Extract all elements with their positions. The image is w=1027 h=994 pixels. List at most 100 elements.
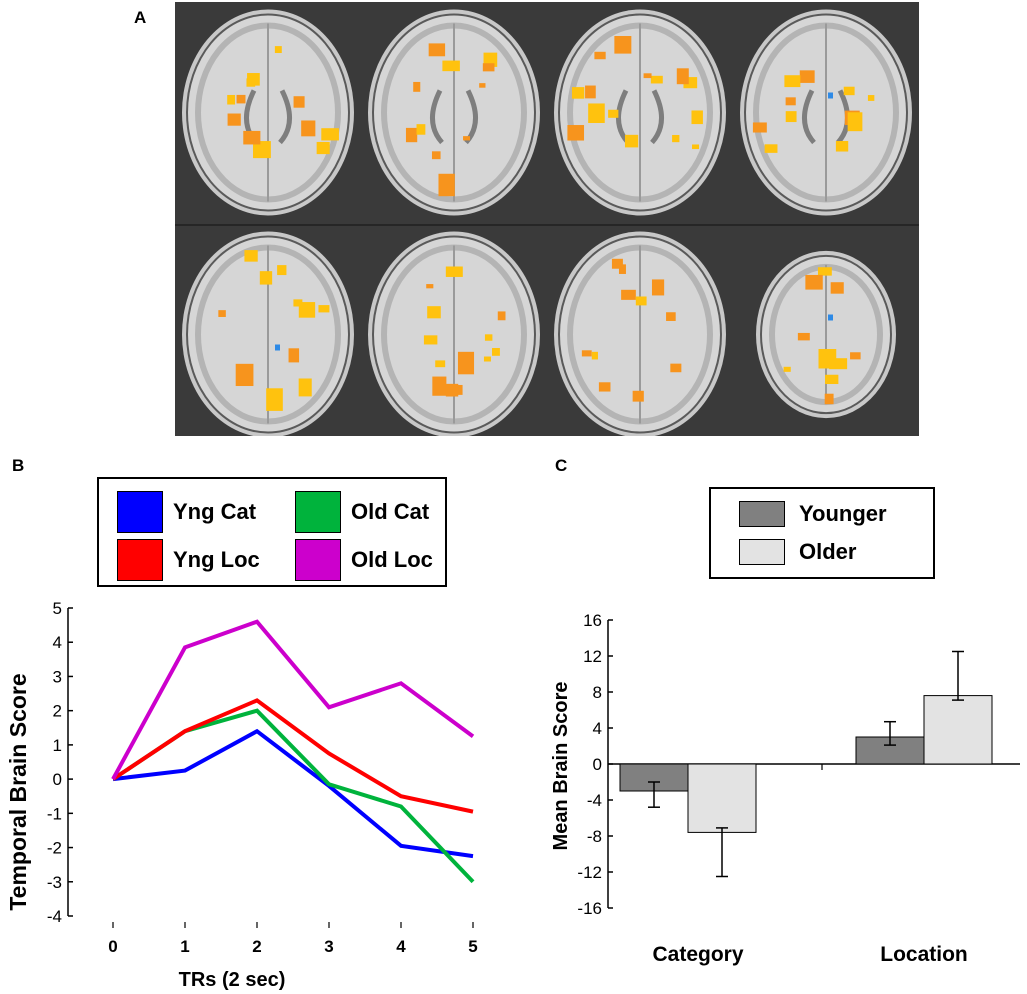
activation-blob: [288, 348, 300, 363]
activation-blob: [588, 103, 605, 123]
activation-blob: [301, 120, 316, 137]
y-axis-title: Temporal Brain Score: [5, 673, 31, 910]
y-tick-label: 5: [53, 599, 62, 618]
x-category-label: Category: [652, 943, 743, 966]
panel-label-c: C: [555, 456, 568, 475]
activation-blob: [426, 284, 434, 289]
y-tick-label: 4: [53, 633, 62, 652]
legend-item-old-loc: Old Loc: [295, 539, 433, 581]
line-chart-legend: Yng Cat Old Cat Yng Loc Old Loc: [97, 477, 447, 587]
brain-slice: [182, 9, 354, 216]
x-tick-label: 0: [108, 937, 117, 956]
activation-blob: [591, 351, 598, 360]
negative-activation: [275, 344, 280, 351]
activation-blob: [594, 51, 606, 60]
activation-blob: [416, 124, 426, 135]
activation-blob: [457, 351, 475, 375]
activation-blob: [243, 130, 261, 145]
activation-blob: [483, 356, 491, 362]
activation-blob: [277, 265, 287, 276]
activation-blob: [691, 110, 703, 125]
activation-blob: [651, 279, 665, 296]
legend-swatch: [295, 491, 341, 533]
activation-blob: [259, 271, 273, 285]
activation-blob: [567, 125, 585, 141]
y-tick-label: 0: [53, 770, 62, 789]
y-tick-label: 0: [593, 755, 602, 774]
legend-swatch: [117, 491, 163, 533]
x-category-label: Location: [880, 943, 968, 966]
activation-blob: [435, 360, 446, 368]
line-chart: 5 4 3 2 1 0 -1 -2 -3 -4 0 1 2 3 4 5 TRs (2 sec) Tempora…: [5, 599, 478, 991]
activation-blob: [650, 75, 663, 84]
activation-blob: [321, 128, 339, 141]
activation-blob: [843, 86, 855, 96]
bar-older-location: [923, 695, 993, 765]
activation-blob: [825, 374, 839, 385]
activation-blob: [423, 335, 438, 345]
activation-blob: [817, 267, 832, 276]
y-tick-label: 8: [593, 683, 602, 702]
activation-blob: [293, 96, 305, 108]
activation-blob: [253, 141, 271, 159]
legend-item-younger: Younger: [739, 501, 887, 527]
x-tick-label: 2: [252, 937, 261, 956]
y-tick-label: 12: [583, 647, 602, 666]
negative-activation: [828, 92, 833, 99]
y-tick-label: 1: [53, 736, 62, 755]
activation-blob: [598, 382, 611, 392]
activation-blob: [445, 266, 463, 277]
activation-blob: [867, 95, 875, 101]
activation-blob: [581, 350, 592, 357]
activation-blob: [830, 282, 844, 294]
y-tick-label: -16: [577, 899, 602, 918]
activation-blob: [218, 310, 226, 317]
brain-slice: [368, 231, 540, 438]
activation-blob: [752, 122, 767, 133]
activation-blob: [266, 388, 283, 411]
activation-blob: [784, 75, 801, 88]
activation-blob: [497, 311, 506, 321]
x-tick-label: 4: [396, 937, 406, 956]
legend-item-old-cat: Old Cat: [295, 491, 429, 533]
line-chart-series: [111, 619, 475, 884]
activation-blob: [676, 68, 689, 85]
bar-chart-legend: Younger Older: [709, 487, 935, 579]
bar-chart-bars: [619, 650, 993, 878]
activation-blob: [666, 312, 676, 321]
y-tick-label: -4: [47, 907, 62, 926]
y-tick-label: 4: [593, 719, 602, 738]
legend-swatch: [295, 539, 341, 581]
activation-blob: [235, 363, 254, 387]
legend-label: Old Cat: [351, 499, 430, 524]
brain-slice: [740, 9, 912, 216]
activation-blob: [432, 376, 447, 396]
activation-blob: [293, 299, 303, 307]
x-tick-label: 3: [324, 937, 333, 956]
legend-label: Yng Cat: [173, 499, 257, 524]
y-tick-label: 3: [53, 667, 62, 686]
activation-blob: [244, 250, 258, 262]
activation-blob: [316, 141, 330, 155]
activation-blob: [783, 366, 791, 372]
y-tick-label: -8: [587, 827, 602, 846]
legend-swatch: [117, 539, 163, 581]
legend-item-older: Older: [739, 539, 856, 565]
activation-blob: [484, 334, 493, 341]
slice-row-divider: [175, 224, 919, 226]
activation-blob: [428, 43, 446, 57]
activation-blob: [785, 97, 796, 106]
brain-slice: [368, 9, 540, 216]
activation-blob: [624, 134, 639, 148]
activation-blob: [835, 141, 849, 152]
panel-label-a: A: [134, 8, 147, 27]
y-tick-label: -1: [47, 804, 62, 823]
activation-blob: [847, 112, 863, 132]
x-tick-label: 5: [468, 937, 477, 956]
series-line-yng-loc: [111, 698, 474, 814]
y-axis-title: Mean Brain Score: [550, 682, 572, 851]
activation-blob: [805, 274, 823, 290]
activation-blob: [632, 390, 644, 402]
legend-item-yng-loc: Yng Loc: [117, 539, 260, 581]
activation-blob: [442, 60, 460, 72]
